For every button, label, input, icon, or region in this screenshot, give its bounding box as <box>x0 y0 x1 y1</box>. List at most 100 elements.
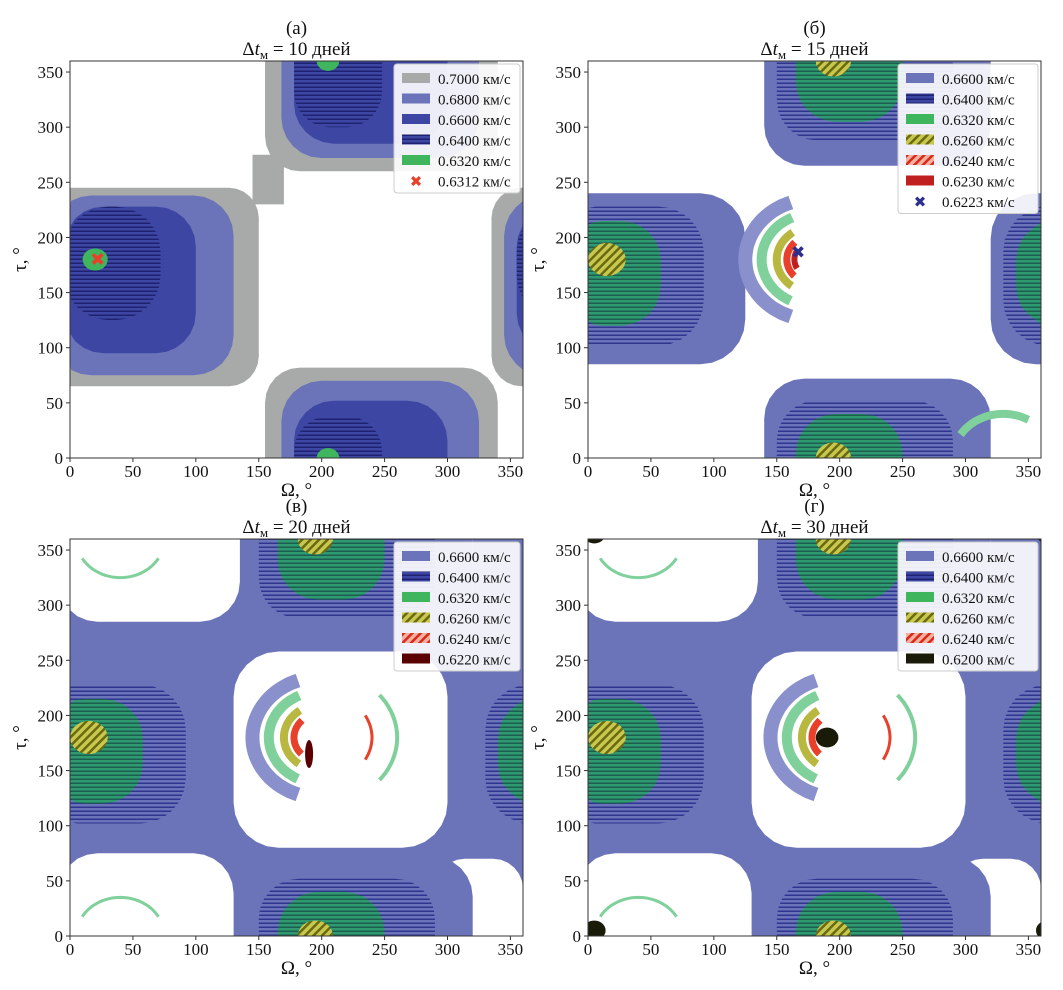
x-tick-label: 200 <box>827 940 853 959</box>
y-tick-label: 200 <box>556 228 582 247</box>
x-tick-label: 200 <box>827 462 853 481</box>
legend-swatch <box>906 592 934 602</box>
contour-0.6200 <box>588 920 606 936</box>
contour-arc-0.6320 <box>598 557 678 580</box>
legend-label: 0.6260 км/с <box>438 612 511 628</box>
contour-0.6320 <box>316 61 340 71</box>
y-tick-label: 150 <box>38 284 64 303</box>
white-region <box>588 539 758 622</box>
legend-label: 0.6320 км/с <box>438 591 511 607</box>
contour-0.6320 <box>1015 698 1041 804</box>
contour-0.6200 <box>815 727 839 748</box>
legend-swatch <box>906 633 934 643</box>
white-region <box>70 853 234 936</box>
white-region <box>588 853 752 936</box>
legend-swatch <box>906 114 934 124</box>
y-tick-label: 350 <box>556 63 582 82</box>
y-tick-label: 100 <box>38 817 64 836</box>
y-tick-label: 100 <box>556 817 582 836</box>
contour-arc-0.6240 <box>881 714 892 761</box>
y-tick-label: 200 <box>38 706 64 725</box>
legend-label: 0.6400 км/с <box>438 571 511 587</box>
gray-connector <box>252 154 284 205</box>
contour-arc-0.6320 <box>80 557 160 580</box>
legend-swatch <box>906 93 934 104</box>
x-tick-label: 150 <box>764 940 790 959</box>
legend-swatch <box>906 551 934 561</box>
contour-0.6260 <box>815 61 851 77</box>
x-tick-label: 250 <box>372 940 398 959</box>
y-tick-label: 350 <box>556 541 582 560</box>
legend-label: 0.6320 км/с <box>942 591 1015 607</box>
x-tick-label: 200 <box>309 940 335 959</box>
legend-label: 0.6400 км/с <box>438 134 511 150</box>
y-tick-label: 0 <box>55 449 64 468</box>
x-tick-label: 300 <box>953 940 979 959</box>
panel-title: Δtм = 10 дней <box>242 39 350 62</box>
contour-arc-0.6320 <box>598 895 678 918</box>
legend-swatch <box>906 73 934 83</box>
contour-arc-0.6320 <box>263 690 302 784</box>
y-tick-label: 150 <box>38 762 64 781</box>
x-tick-label: 350 <box>1016 940 1042 959</box>
y-tick-label: 0 <box>573 927 582 946</box>
contour-0.6400 <box>516 206 523 321</box>
legend-label: 0.6320 км/с <box>942 113 1015 129</box>
y-tick-label: 250 <box>38 173 64 192</box>
contour-panel-2: 0 50 100 150 200 250 300 350 0 50 100 150 200 250 300 3… <box>10 496 524 979</box>
legend-swatch <box>402 93 430 104</box>
legend-label: 0.6240 км/с <box>942 632 1015 648</box>
x-tick-label: 300 <box>953 462 979 481</box>
plot-frame <box>587 538 1042 937</box>
legend-label: 0.6223 км/с <box>942 195 1015 211</box>
y-tick-label: 0 <box>573 449 582 468</box>
legend: 0.7000 км/с 0.6800 км/с 0.6600 км/с 0.6400 … <box>393 63 521 194</box>
legend-label: 0.6600 км/с <box>438 550 511 566</box>
y-tick-label: 350 <box>38 63 64 82</box>
plot-area: ✖ <box>588 61 1041 458</box>
plot-frame <box>587 60 1042 459</box>
legend-swatch <box>906 155 934 165</box>
contour-0.6320 <box>1015 220 1041 326</box>
legend-swatch <box>402 612 430 623</box>
legend-label: 0.6240 км/с <box>438 632 511 648</box>
plot-frame <box>69 538 524 937</box>
legend-label: 0.6600 км/с <box>942 72 1015 88</box>
contour-0.6200 <box>588 539 606 544</box>
x-tick-label: 100 <box>701 940 727 959</box>
contour-0.6200 <box>1036 920 1041 936</box>
x-axis-label: Ω, ° <box>281 480 312 501</box>
minimum-marker: ✖ <box>791 243 805 262</box>
legend-label: 0.6312 км/с <box>438 175 511 191</box>
legend-swatch <box>906 134 934 145</box>
legend: 0.6600 км/с 0.6400 км/с 0.6320 км/с 0.6260 … <box>393 541 521 672</box>
legend-swatch <box>402 592 430 602</box>
legend-label: 0.6220 км/с <box>438 653 511 669</box>
contour-arc-0.6240 <box>363 714 374 761</box>
contour-0.6200 <box>1036 539 1041 544</box>
contour-arc-0.6260 <box>279 707 303 768</box>
y-tick-label: 50 <box>46 394 63 413</box>
y-tick-label: 100 <box>556 339 582 358</box>
x-tick-label: 100 <box>183 462 209 481</box>
contour-0.6320 <box>795 61 903 122</box>
y-axis-label: τ, ° <box>528 725 549 750</box>
contour-arc-0.6260 <box>772 229 796 290</box>
legend-swatch <box>402 633 430 643</box>
contour-panel-3: 0 50 100 150 200 250 300 350 0 50 100 150 200 250 300 3… <box>528 496 1042 979</box>
contour-0.6320 <box>82 248 108 271</box>
y-tick-label: 50 <box>564 872 581 891</box>
y-tick-label: 350 <box>38 541 64 560</box>
legend: 0.6600 км/с 0.6400 км/с 0.6320 км/с 0.6260 … <box>897 541 1039 672</box>
y-tick-label: 50 <box>46 872 63 891</box>
x-tick-label: 50 <box>642 940 659 959</box>
legend-label: 0.7000 км/с <box>438 72 511 88</box>
x-axis-label: Ω, ° <box>281 958 312 979</box>
x-axis-label: Ω, ° <box>799 958 830 979</box>
contour-arc-0.6600 <box>763 673 819 802</box>
contour-panel-0: ✖ 0 50 100 150 200 250 300 350 0 50 100 150 200 250 300… <box>10 18 524 501</box>
legend-swatch <box>402 551 430 561</box>
panel-title: Δtм = 15 дней <box>760 39 868 62</box>
legend-swatch <box>906 653 934 664</box>
contour-0.6400 <box>294 416 383 458</box>
